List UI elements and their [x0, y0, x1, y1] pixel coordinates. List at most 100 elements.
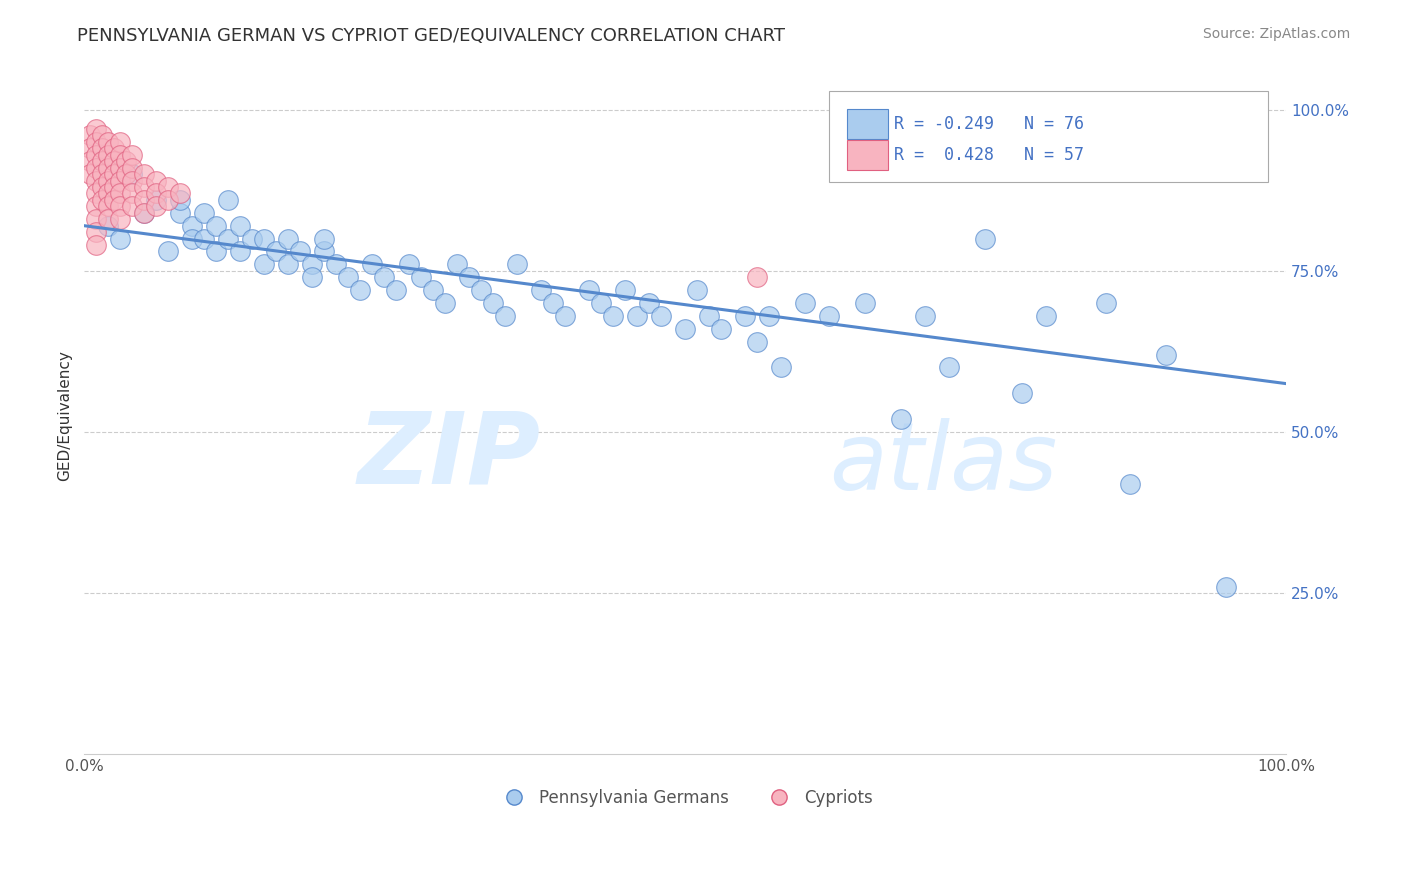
Point [205, 244, 228, 259]
Point [157, 244, 180, 259]
Point [121, 199, 143, 213]
Point [132, 193, 155, 207]
Point [794, 296, 817, 310]
Point [97, 186, 120, 201]
Point [91, 128, 114, 143]
Point [457, 270, 479, 285]
Point [91, 141, 114, 155]
Point [145, 186, 167, 201]
Point [84, 122, 107, 136]
Point [84, 238, 107, 252]
Point [121, 173, 143, 187]
Point [734, 309, 756, 323]
Point [277, 257, 299, 271]
Point [1154, 348, 1177, 362]
Point [613, 283, 636, 297]
Text: R = -0.249   N = 76: R = -0.249 N = 76 [894, 115, 1084, 133]
Point [145, 199, 167, 213]
Point [505, 257, 527, 271]
Legend: Pennsylvania Germans, Cypriots: Pennsylvania Germans, Cypriots [491, 782, 879, 814]
Point [84, 186, 107, 201]
Point [121, 186, 143, 201]
Point [530, 283, 553, 297]
Point [84, 135, 107, 149]
Point [79, 167, 101, 181]
Point [494, 309, 516, 323]
Point [409, 270, 432, 285]
Point [108, 161, 131, 175]
Point [108, 212, 131, 227]
Point [314, 231, 336, 245]
Point [132, 206, 155, 220]
Point [79, 128, 101, 143]
Point [1215, 580, 1237, 594]
Point [132, 206, 155, 220]
Point [169, 206, 191, 220]
Point [938, 360, 960, 375]
Point [181, 219, 204, 233]
Point [145, 173, 167, 187]
Point [205, 219, 228, 233]
Point [1011, 386, 1033, 401]
Text: R =  0.428   N = 57: R = 0.428 N = 57 [894, 146, 1084, 164]
Point [91, 167, 114, 181]
Point [108, 231, 131, 245]
Point [290, 244, 312, 259]
Text: ZIP: ZIP [357, 408, 541, 505]
FancyBboxPatch shape [848, 109, 889, 139]
Point [470, 283, 492, 297]
Point [541, 296, 564, 310]
Point [446, 257, 468, 271]
Point [115, 167, 138, 181]
Point [277, 231, 299, 245]
Point [1035, 309, 1057, 323]
Point [97, 212, 120, 227]
Point [103, 180, 125, 194]
Point [589, 296, 612, 310]
Point [217, 231, 239, 245]
Point [103, 154, 125, 169]
Point [818, 309, 841, 323]
Point [103, 141, 125, 155]
Point [578, 283, 600, 297]
Point [97, 219, 120, 233]
Point [108, 173, 131, 187]
Point [132, 180, 155, 194]
Point [638, 296, 661, 310]
Point [229, 219, 252, 233]
Point [853, 296, 876, 310]
Point [433, 296, 456, 310]
Point [108, 148, 131, 162]
Point [121, 148, 143, 162]
Point [710, 322, 733, 336]
Point [253, 231, 276, 245]
Point [361, 257, 384, 271]
Text: atlas: atlas [830, 417, 1057, 508]
Point [84, 212, 107, 227]
Point [373, 270, 395, 285]
Point [193, 231, 215, 245]
Point [301, 257, 323, 271]
Point [914, 309, 936, 323]
Point [325, 257, 347, 271]
Point [229, 244, 252, 259]
Point [301, 270, 323, 285]
Point [266, 244, 288, 259]
Point [626, 309, 648, 323]
Point [385, 283, 408, 297]
Point [79, 154, 101, 169]
Point [84, 225, 107, 239]
Point [79, 141, 101, 155]
Point [169, 193, 191, 207]
Point [217, 193, 239, 207]
Point [337, 270, 360, 285]
Point [240, 231, 263, 245]
Point [602, 309, 624, 323]
Text: Source: ZipAtlas.com: Source: ZipAtlas.com [1202, 27, 1350, 41]
Point [758, 309, 780, 323]
Point [650, 309, 672, 323]
FancyBboxPatch shape [848, 140, 889, 170]
Point [1118, 476, 1140, 491]
Point [103, 167, 125, 181]
Point [145, 193, 167, 207]
